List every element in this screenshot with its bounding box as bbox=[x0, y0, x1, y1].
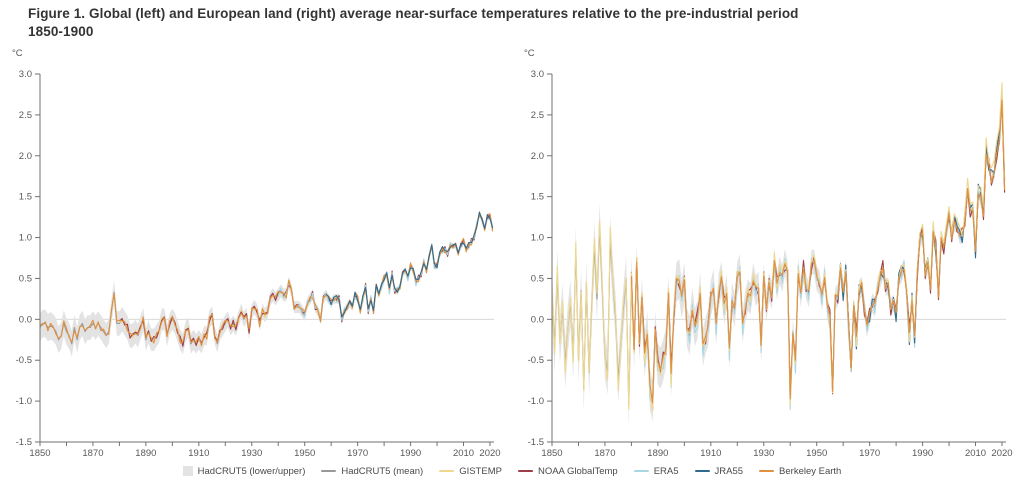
x-axis-tick-label: 1850 bbox=[541, 448, 562, 459]
series-era5 bbox=[630, 95, 1006, 410]
y-axis-tick-label: 0.0 bbox=[19, 314, 32, 325]
legend-swatch-box bbox=[182, 466, 193, 477]
legend-item: NOAA GlobalTemp bbox=[517, 465, 618, 477]
chart-european-land: 3.0 2.5 2.0 1.5 1.0 0.5 0.0 -0.5 -1.0 -1.5 1850 187… bbox=[512, 42, 1024, 462]
y-axis-tick-label: -1.5 bbox=[528, 437, 544, 448]
x-axis-tick-label: 1870 bbox=[594, 448, 615, 459]
legend-swatch-line bbox=[633, 470, 649, 473]
y-axis-tick-label: -0.5 bbox=[528, 355, 544, 366]
x-axis-tick-label: 1990 bbox=[912, 448, 933, 459]
y-axis-unit-label: °C bbox=[524, 48, 535, 59]
series-jra55 bbox=[325, 211, 494, 318]
x-axis-tick-label: 1910 bbox=[188, 448, 209, 459]
legend-item-label: JRA55 bbox=[714, 465, 744, 477]
y-axis-tick-label: -0.5 bbox=[16, 355, 32, 366]
y-axis-tick-label: -1.5 bbox=[16, 437, 32, 448]
x-axis-tick-label: 2010 bbox=[965, 448, 986, 459]
legend-item: HadCRUT5 (lower/upper) bbox=[182, 465, 306, 477]
y-axis-tick-label: -1.0 bbox=[16, 396, 32, 407]
x-axis-tick-label: 1930 bbox=[753, 448, 774, 459]
legend-item: JRA55 bbox=[694, 465, 744, 477]
x-axis-tick-label: 1970 bbox=[859, 448, 880, 459]
legend-swatch-line bbox=[321, 470, 337, 473]
legend-item: Berkeley Earth bbox=[759, 466, 841, 477]
x-axis-tick-label: 1890 bbox=[135, 448, 156, 459]
y-axis-tick-label: 1.0 bbox=[531, 233, 544, 244]
legend-swatch-line bbox=[517, 470, 533, 473]
y-axis-tick-label: 2.0 bbox=[531, 151, 544, 162]
legend-item-label: Berkeley Earth bbox=[779, 465, 842, 477]
legend-item: ERA5 bbox=[633, 465, 679, 477]
y-axis-tick-label: 0.5 bbox=[19, 274, 32, 285]
charts-row: 3.0 2.5 2.0 1.5 1.0 0.5 0.0 -0.5 -1.0 -1.5 1850 187… bbox=[0, 42, 1024, 462]
legend-item: GISTEMP bbox=[439, 466, 502, 477]
series-era5 bbox=[277, 215, 494, 323]
series-berkeley-earth bbox=[39, 213, 494, 347]
x-axis-tick-label: 2020 bbox=[479, 448, 500, 459]
y-axis-tick-label: 2.0 bbox=[19, 151, 32, 162]
figure-title-line1: Figure 1. Global (left) and European lan… bbox=[28, 6, 799, 21]
x-axis-tick-label: 2020 bbox=[991, 448, 1012, 459]
x-axis-tick-label: 1850 bbox=[29, 448, 50, 459]
x-axis-tick-label: 1910 bbox=[700, 448, 721, 459]
y-axis-tick-label: 2.5 bbox=[19, 110, 32, 121]
y-axis-tick-label: 0.0 bbox=[531, 314, 544, 325]
x-axis-tick-label: 1990 bbox=[400, 448, 421, 459]
x-axis-tick-label: 1870 bbox=[82, 448, 103, 459]
x-axis-tick-label: 1890 bbox=[647, 448, 668, 459]
legend-item-label: NOAA GlobalTemp bbox=[537, 465, 618, 477]
uncertainty-band bbox=[40, 210, 493, 357]
figure-title: Figure 1. Global (left) and European lan… bbox=[28, 5, 1024, 40]
y-axis-tick-label: 2.5 bbox=[531, 110, 544, 121]
x-axis-tick-label: 2010 bbox=[453, 448, 474, 459]
legend-swatch-line bbox=[439, 470, 455, 473]
series-berkeley-earth bbox=[630, 99, 1006, 404]
chart-legend: HadCRUT5 (lower/upper) HadCRUT5 (mean) GIS… bbox=[0, 462, 1024, 480]
x-axis-tick-label: 1950 bbox=[806, 448, 827, 459]
y-axis-tick-label: 1.5 bbox=[531, 192, 544, 203]
x-axis-tick-label: 1930 bbox=[241, 448, 262, 459]
y-axis-unit-label: °C bbox=[12, 48, 23, 59]
legend-item-label: GISTEMP bbox=[459, 465, 502, 477]
y-axis-tick-label: 1.5 bbox=[19, 192, 32, 203]
legend-item-label: HadCRUT5 (lower/upper) bbox=[197, 465, 306, 477]
x-axis-tick-label: 1970 bbox=[347, 448, 368, 459]
y-axis-tick-label: 3.0 bbox=[531, 69, 544, 80]
x-axis-tick-label: 1950 bbox=[294, 448, 315, 459]
series-noaa-globaltemp bbox=[630, 95, 1006, 410]
legend-item-label: HadCRUT5 (mean) bbox=[341, 465, 424, 477]
legend-swatch-line bbox=[759, 470, 775, 473]
legend-item-label: ERA5 bbox=[653, 465, 679, 477]
series-gistemp bbox=[551, 82, 1006, 412]
figure-title-line2: 1850-1900 bbox=[28, 23, 94, 39]
chart-global: 3.0 2.5 2.0 1.5 1.0 0.5 0.0 -0.5 -1.0 -1.5 1850 187… bbox=[0, 42, 512, 462]
y-axis-tick-label: 3.0 bbox=[19, 69, 32, 80]
uncertainty-band bbox=[552, 97, 1005, 427]
y-axis-tick-label: 1.0 bbox=[19, 233, 32, 244]
legend-item: HadCRUT5 (mean) bbox=[321, 466, 423, 477]
y-axis-tick-label: -1.0 bbox=[528, 396, 544, 407]
legend-swatch-line bbox=[694, 470, 710, 473]
y-axis-tick-label: 0.5 bbox=[531, 274, 544, 285]
